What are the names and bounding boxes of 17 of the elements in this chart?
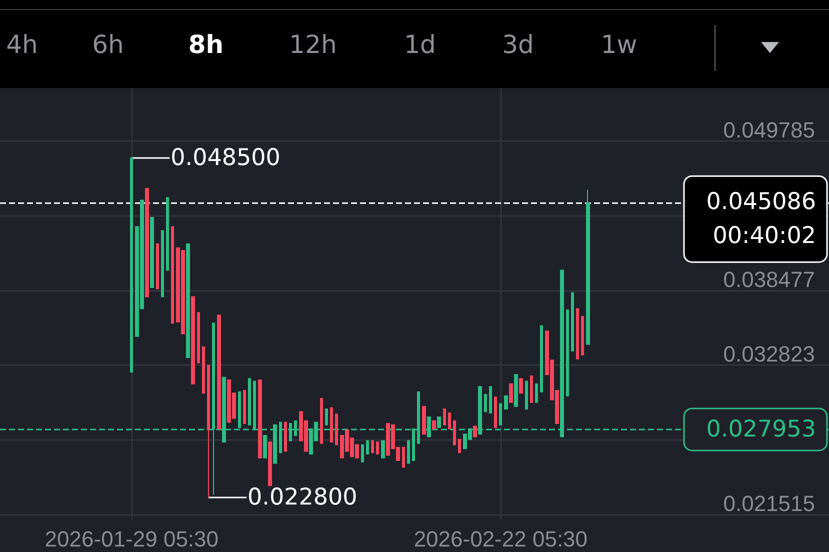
y-tick-label: 0.049785 — [723, 118, 815, 143]
y-tick-label: 0.021515 — [723, 491, 815, 516]
ref-line-label: 0.027953 — [706, 416, 816, 442]
text: 6h — [92, 30, 124, 59]
x-tick-label: 2026-01-29 05:30 — [44, 526, 219, 552]
text: 3d — [502, 30, 534, 59]
text: 1w — [600, 30, 638, 59]
annotation: 0.022800 — [248, 484, 358, 511]
y-tick-label: 0.032823 — [723, 342, 815, 367]
text: 1d — [404, 30, 436, 59]
ref-line-label: 0.045086 00:40:02 — [706, 189, 816, 250]
text: 8h — [188, 30, 224, 59]
x-tick-label: 2026-02-22 05:30 — [414, 526, 588, 552]
text: 4h — [6, 30, 38, 59]
y-tick-label: 0.038477 — [723, 266, 815, 292]
text: 12h — [289, 30, 337, 59]
annotation: 0.048500 — [170, 145, 280, 172]
